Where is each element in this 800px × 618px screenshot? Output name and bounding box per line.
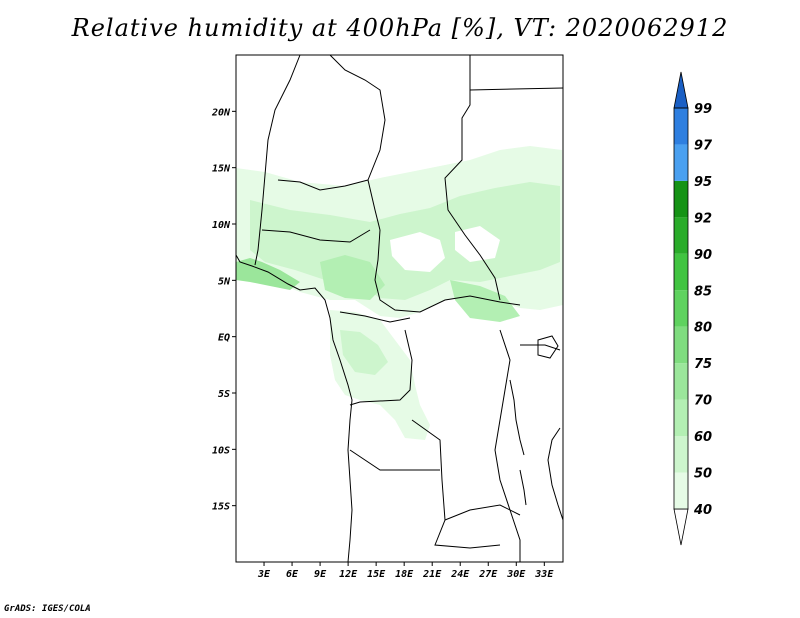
colorbar-level-label: 80 (694, 321, 712, 336)
lat-tick-label: 20N (211, 107, 231, 118)
colorbar-level-label: 40 (693, 503, 712, 518)
colorbar-bottom-triangle (673, 508, 689, 546)
colorbar-level-label: 99 (694, 102, 712, 117)
lat-tick-label: 15S (212, 502, 230, 513)
colorbar-segment (674, 217, 688, 254)
border-11 (494, 329, 521, 562)
lon-tick-label: 18E (395, 569, 414, 580)
colorbar-segment (674, 144, 688, 181)
dry-gap-2 (455, 226, 500, 262)
colorbar-level-label: 60 (694, 430, 712, 445)
lat-tick-label: 10S (212, 445, 230, 456)
colorbar-segment (674, 290, 688, 327)
colorbar-segment (674, 180, 688, 218)
lake-malawi (519, 469, 527, 506)
lat-tick-label: 5S (218, 389, 230, 400)
latitude-ticks: 20N 15N 10N 5N EQ 5S 10S 15S (211, 107, 236, 513)
lake-tanganyika (509, 379, 525, 456)
lat-tick-label: 5N (218, 276, 231, 287)
colorbar-level-label: 90 (694, 248, 712, 263)
colorbar-segment (674, 472, 688, 509)
lake-victoria (537, 335, 559, 359)
border-12 (520, 344, 561, 351)
border-7 (261, 229, 371, 243)
lon-tick-label: 9E (314, 569, 327, 580)
colorbar-level-label: 97 (694, 138, 713, 153)
border-2 (329, 54, 386, 231)
colorbar-top-triangle (673, 71, 689, 109)
grads-credit: GrADS: IGES/COLA (4, 604, 91, 614)
lon-tick-label: 3E (257, 569, 271, 580)
border-9 (349, 329, 413, 406)
lat-tick-label: EQ (218, 333, 230, 344)
map-title: Relative humidity at 400hPa [%], VT: 202… (71, 14, 729, 42)
colorbar-level-label: 50 (694, 467, 712, 482)
coastline-east-africa (547, 427, 564, 521)
border-5 (374, 229, 521, 313)
humidity-core-east (450, 280, 520, 322)
colorbar-outline (673, 107, 689, 510)
lon-tick-label: 27E (478, 569, 498, 580)
coastline-west-africa (235, 254, 353, 563)
lon-tick-label: 6E (286, 569, 299, 580)
colorbar-segment (674, 108, 688, 145)
lon-tick-label: 12E (339, 569, 358, 580)
humidity-core-central (320, 255, 385, 300)
humidity-shading (236, 146, 563, 440)
humidity-band-south-inner (340, 330, 388, 375)
longitude-ticks: 3E 6E 9E 12E 15E 18E 21E 24E 27E 30E 33E (257, 562, 554, 580)
colorbar-segment (674, 326, 688, 364)
lat-tick-label: 10N (212, 220, 231, 231)
colorbar-level-label: 70 (694, 394, 712, 409)
colorbar-level-label: 75 (694, 357, 712, 372)
lon-tick-label: 21E (422, 569, 442, 580)
dry-gap-1 (390, 232, 445, 272)
lon-tick-label: 30E (506, 569, 526, 580)
border-4 (469, 87, 564, 91)
colorbar-level-label: 92 (694, 211, 712, 226)
lat-tick-label: 15N (212, 164, 231, 175)
border-8 (339, 311, 411, 323)
lon-tick-label: 15E (367, 569, 386, 580)
border-3 (444, 55, 501, 301)
border-14 (444, 504, 521, 521)
lon-tick-label: 24E (450, 569, 470, 580)
map-frame (235, 54, 564, 563)
colorbar-segment (674, 363, 688, 400)
colorbar-segment (674, 399, 688, 437)
colorbar-segment (674, 436, 688, 473)
lon-tick-label: 33E (534, 569, 554, 580)
colorbar-level-label: 85 (694, 284, 712, 299)
colorbar-level-label: 95 (694, 175, 712, 190)
border-6 (277, 179, 369, 191)
border-1 (254, 54, 301, 266)
colorbar: 40 50 60 70 75 80 85 90 92 95 97 99 (673, 71, 713, 546)
colorbar-segment (674, 253, 688, 291)
map-borders (235, 54, 564, 563)
border-13 (349, 449, 440, 471)
